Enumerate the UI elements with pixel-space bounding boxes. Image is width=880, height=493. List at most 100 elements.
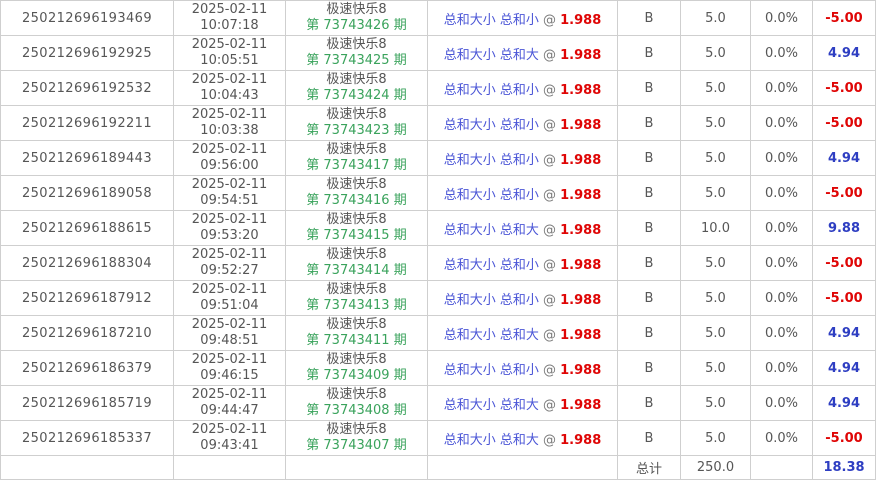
datetime-cell: 2025-02-11 10:03:38: [173, 105, 286, 141]
bet-content-cell: 总和大小 总和小 @ 1.988: [427, 70, 618, 106]
draw-period-link[interactable]: 第 73743408 期: [306, 403, 407, 418]
bet-content-cell: 总和大小 总和大 @ 1.988: [427, 420, 618, 456]
draw-period-link[interactable]: 第 73743411 期: [306, 333, 407, 348]
bet-date: 2025-02-11: [191, 422, 268, 437]
result-cell: -5.00: [812, 420, 876, 456]
draw-period-link[interactable]: 第 73743409 期: [306, 368, 407, 383]
profit-loss-value: 4.94: [827, 395, 861, 411]
bet-amount: 5.0: [705, 255, 726, 271]
game-cell: 极速快乐8 第 73743409 期: [285, 350, 428, 386]
bet-selection: 总和大小 总和大: [443, 432, 539, 448]
profit-loss-value: -5.00: [825, 10, 863, 26]
bet-selection: 总和大小 总和小: [443, 362, 539, 378]
bet-mode: B: [644, 255, 654, 271]
order-id: 250212696192211: [21, 115, 153, 131]
result-cell: 4.94: [812, 350, 876, 386]
result-cell: -5.00: [812, 105, 876, 141]
at-sign: @: [543, 117, 556, 133]
draw-period-link[interactable]: 第 73743417 期: [306, 158, 407, 173]
mode-cell: B: [617, 350, 681, 386]
table-row: 250212696186379 2025-02-11 09:46:15 极速快乐8 第 …: [0, 350, 876, 386]
rebate-cell: 0.0%: [750, 350, 813, 386]
rebate-cell: 0.0%: [750, 140, 813, 176]
bet-date: 2025-02-11: [191, 317, 268, 332]
profit-loss-value: 4.94: [827, 360, 861, 376]
draw-period-link[interactable]: 第 73743413 期: [306, 298, 407, 313]
game-name: 极速快乐8: [326, 352, 387, 367]
bet-content-cell: 总和大小 总和小 @ 1.988: [427, 245, 618, 281]
bet-mode: B: [644, 185, 654, 201]
rebate-cell: 0.0%: [750, 385, 813, 421]
rebate-cell: 0.0%: [750, 210, 813, 246]
profit-loss-value: -5.00: [825, 185, 863, 201]
game-cell: 极速快乐8 第 73743425 期: [285, 35, 428, 71]
datetime-cell: 2025-02-11 09:53:20: [173, 210, 286, 246]
at-sign: @: [543, 292, 556, 308]
table-body: 250212696193469 2025-02-11 10:07:18 极速快乐8 第 …: [0, 0, 876, 480]
order-id: 250212696189058: [21, 185, 153, 201]
order-id-cell: 250212696187912: [0, 280, 174, 316]
bet-time: 09:51:04: [200, 298, 259, 313]
game-cell: 极速快乐8 第 73743411 期: [285, 315, 428, 351]
mode-cell: B: [617, 70, 681, 106]
draw-period-link[interactable]: 第 73743415 期: [306, 228, 407, 243]
draw-period-link[interactable]: 第 73743414 期: [306, 263, 407, 278]
bet-content-cell: 总和大小 总和小 @ 1.988: [427, 0, 618, 36]
odds-value: 1.988: [560, 82, 602, 98]
bet-selection: 总和大小 总和小: [443, 12, 539, 28]
bet-time: 09:44:47: [200, 403, 259, 418]
draw-period-link[interactable]: 第 73743424 期: [306, 88, 407, 103]
bet-content-cell: 总和大小 总和大 @ 1.988: [427, 315, 618, 351]
rebate-cell: 0.0%: [750, 35, 813, 71]
bet-amount: 10.0: [701, 220, 730, 236]
draw-period-link[interactable]: 第 73743426 期: [306, 18, 407, 33]
draw-period-link[interactable]: 第 73743425 期: [306, 53, 407, 68]
order-id: 250212696192532: [21, 80, 153, 96]
bet-date: 2025-02-11: [191, 352, 268, 367]
amount-cell: 5.0: [680, 315, 751, 351]
order-id: 250212696185337: [21, 430, 153, 446]
at-sign: @: [543, 187, 556, 203]
table-row: 250212696192211 2025-02-11 10:03:38 极速快乐8 第 …: [0, 105, 876, 141]
odds-value: 1.988: [560, 257, 602, 273]
bet-mode: B: [644, 395, 654, 411]
bet-date: 2025-02-11: [191, 2, 268, 17]
order-id: 250212696188615: [21, 220, 153, 236]
bet-time: 09:48:51: [200, 333, 259, 348]
draw-period-link[interactable]: 第 73743416 期: [306, 193, 407, 208]
table-row: 250212696185719 2025-02-11 09:44:47 极速快乐8 第 …: [0, 385, 876, 421]
mode-cell: B: [617, 140, 681, 176]
totals-empty-game-cell: [285, 455, 428, 480]
draw-period-link[interactable]: 第 73743423 期: [306, 123, 407, 138]
result-cell: -5.00: [812, 245, 876, 281]
odds-value: 1.988: [560, 327, 602, 343]
table-row: 250212696192925 2025-02-11 10:05:51 极速快乐8 第 …: [0, 35, 876, 71]
bet-content-cell: 总和大小 总和小 @ 1.988: [427, 140, 618, 176]
bet-amount: 5.0: [705, 395, 726, 411]
result-cell: 4.94: [812, 385, 876, 421]
result-cell: 4.94: [812, 140, 876, 176]
datetime-cell: 2025-02-11 10:04:43: [173, 70, 286, 106]
order-id: 250212696185719: [21, 395, 153, 411]
bet-amount: 5.0: [705, 80, 726, 96]
totals-label: 总计: [635, 462, 662, 477]
rebate-cell: 0.0%: [750, 175, 813, 211]
rebate-cell: 0.0%: [750, 245, 813, 281]
bet-selection: 总和大小 总和小: [443, 152, 539, 168]
rebate-percent: 0.0%: [764, 150, 799, 166]
order-id: 250212696187210: [21, 325, 153, 341]
bet-date: 2025-02-11: [191, 37, 268, 52]
game-name: 极速快乐8: [326, 142, 387, 157]
rebate-percent: 0.0%: [764, 325, 799, 341]
bet-mode: B: [644, 150, 654, 166]
odds-value: 1.988: [560, 292, 602, 308]
bet-selection: 总和大小 总和小: [443, 117, 539, 133]
at-sign: @: [543, 327, 556, 343]
game-name: 极速快乐8: [326, 2, 387, 17]
bet-content-cell: 总和大小 总和大 @ 1.988: [427, 210, 618, 246]
draw-period-link[interactable]: 第 73743407 期: [306, 438, 407, 453]
totals-result-cell: 18.38: [812, 455, 876, 480]
bet-mode: B: [644, 430, 654, 446]
mode-cell: B: [617, 0, 681, 36]
bet-mode: B: [644, 80, 654, 96]
